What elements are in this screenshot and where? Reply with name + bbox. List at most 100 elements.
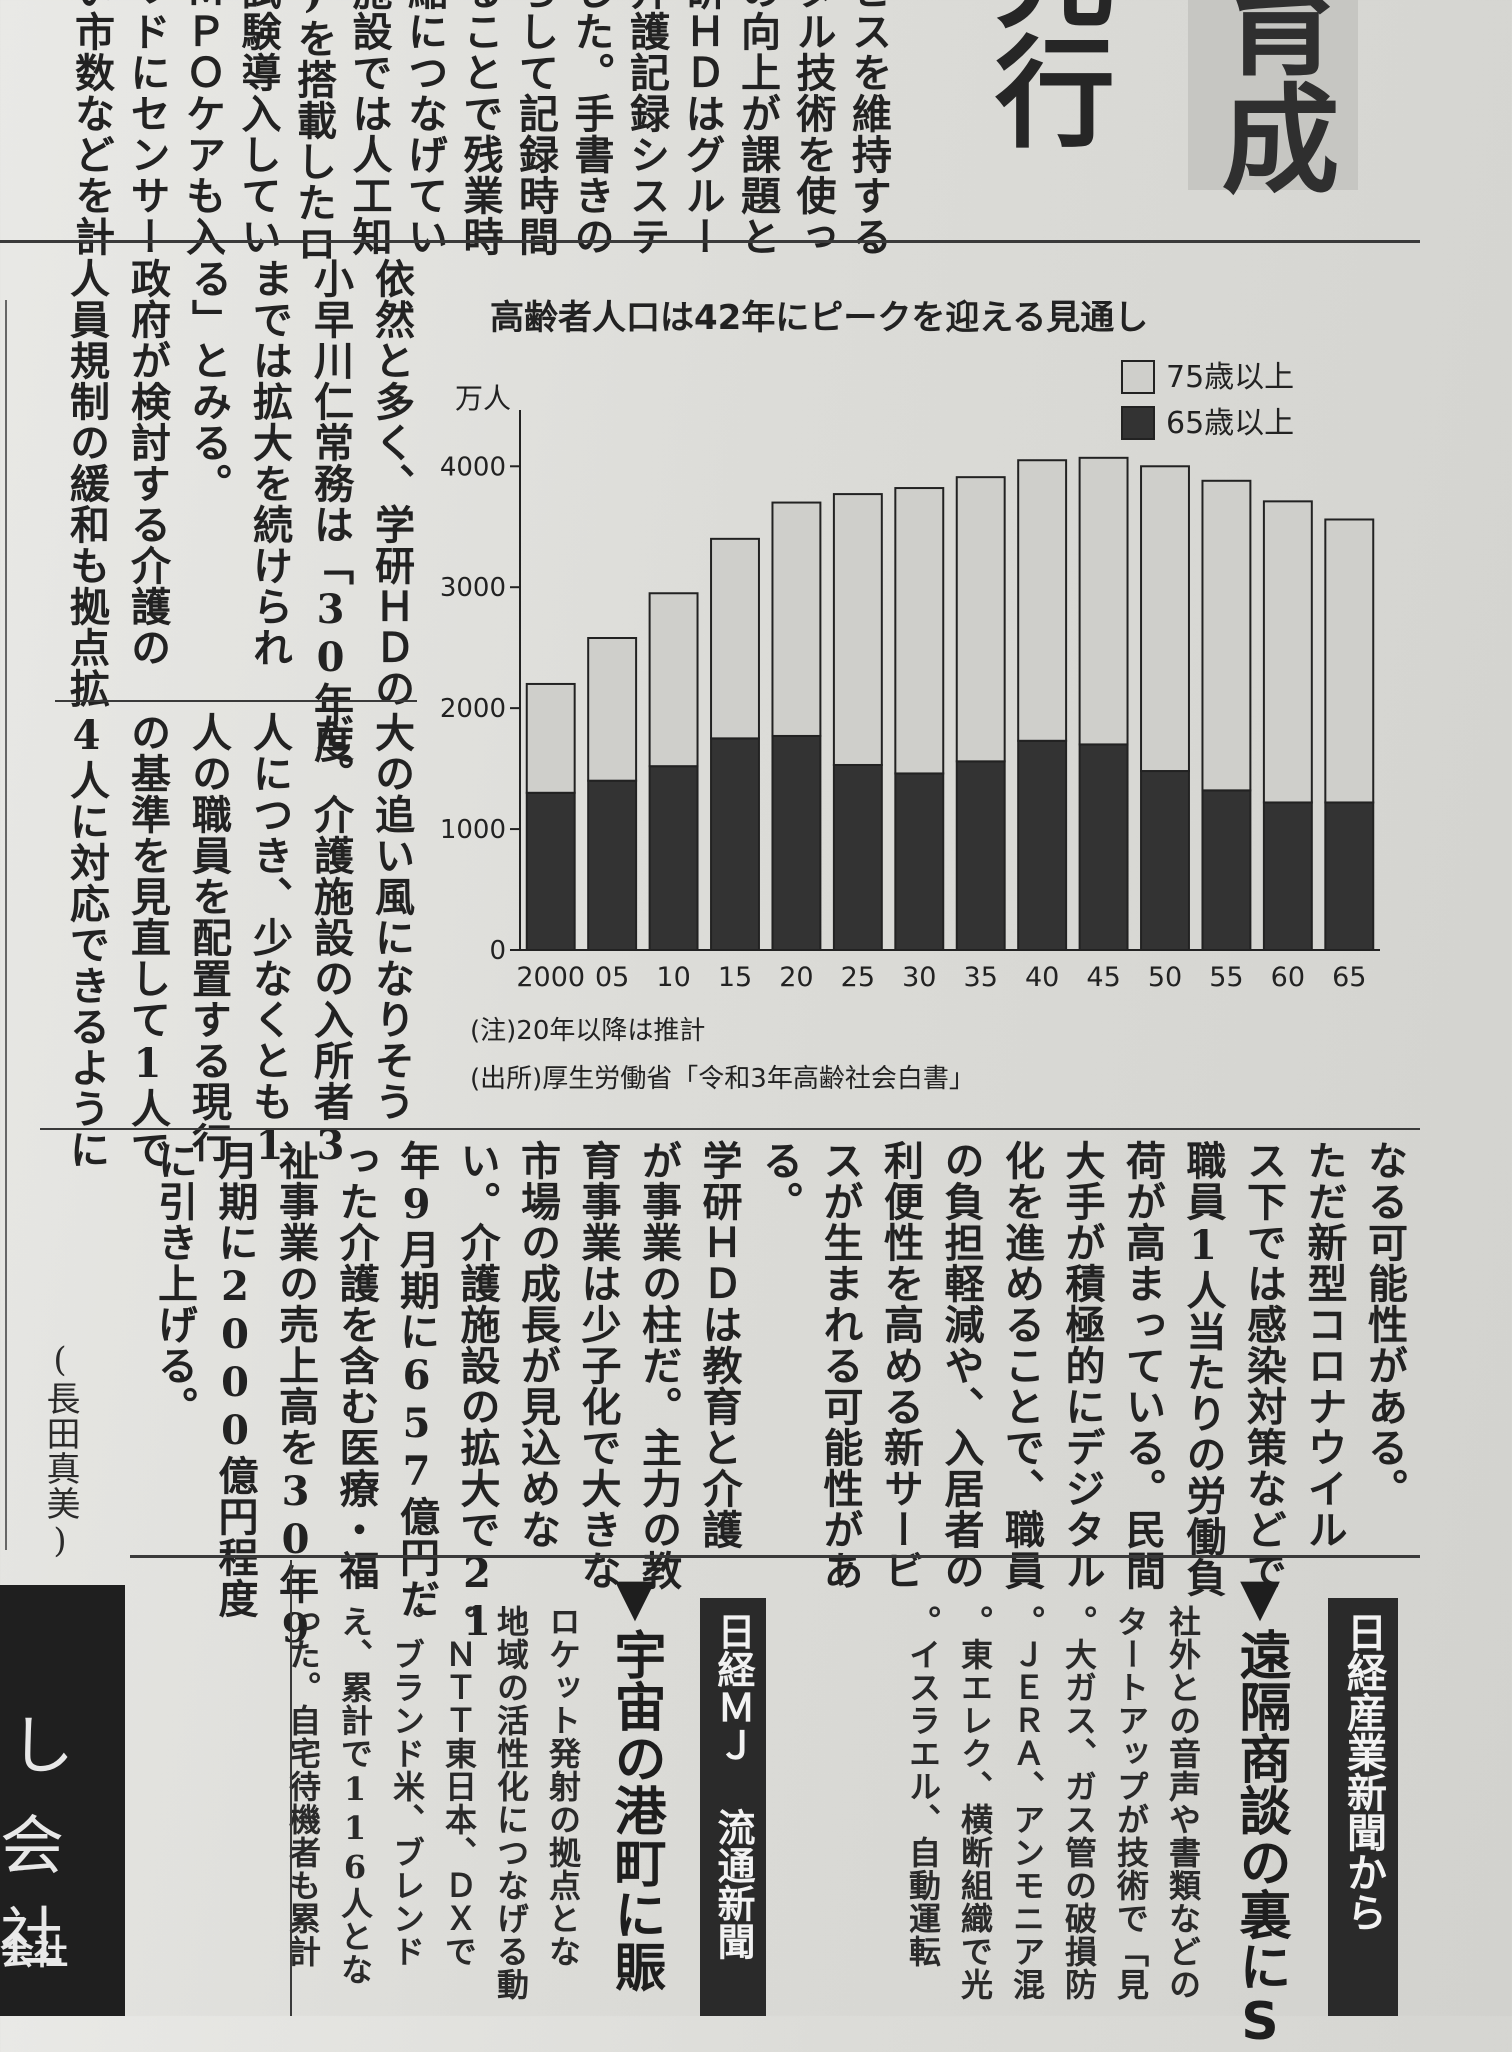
- x-tick-label-05: 05: [595, 962, 629, 993]
- x-tick-label-25: 25: [841, 962, 875, 993]
- nikkei-sangyo-item-3: 。大ガス、ガス管の破損防: [1060, 1605, 1098, 2001]
- y-tick-label-0: 0: [489, 936, 506, 966]
- x-tick-label-40: 40: [1025, 962, 1059, 993]
- chart-plot: 万人 0 1000 2000 3000 4000 2000 05 10 15 20 25 30 35 40 4…: [440, 360, 1380, 993]
- nikkei-mj-item-6: った。自宅待機者も累計: [284, 1605, 322, 1968]
- nikkei-mj-banner: 日経ＭＪ 流通新聞: [700, 1598, 766, 2016]
- bottom-column-12: 学研ＨＤは教育と介護: [695, 1140, 743, 1550]
- middle-lower-column-2: だ。介護施設の入所者3: [307, 712, 354, 1170]
- bottom-column-1: なる可能性がある。: [1361, 1140, 1408, 1509]
- bottom-column-16: い。介護施設の拡大で21: [453, 1140, 501, 1646]
- middle-lower-column-1: 大の追い風になりそう: [368, 712, 415, 1122]
- bottom-column-21: に引き上げる。: [151, 1140, 198, 1427]
- bottom-column-10: スが生まれる可能性があ: [816, 1140, 864, 1591]
- nikkei-sangyo-item-6: 。イスラエル、自動運転: [904, 1605, 942, 1968]
- rule-under-chart: [40, 1128, 1420, 1130]
- legend-swatch-65: [1121, 406, 1155, 440]
- bar-75-40: [1017, 459, 1068, 742]
- middle-column-3: までは拡大を続けられ: [246, 258, 293, 668]
- byline: (長田真美): [40, 1340, 80, 1562]
- top-column-6: した。手書きの: [567, 0, 615, 257]
- bottom-column-11: る。: [756, 1140, 803, 1222]
- bar-65-10: [648, 765, 699, 951]
- nikkei-mj-headline[interactable]: ▼宇宙の港町に賑: [605, 1568, 665, 1992]
- bottom-column-20: 月期に2000億円程度: [211, 1140, 259, 1619]
- rule-left-margin: [5, 300, 7, 1550]
- bottom-column-19: 祉事業の売上高を30年9: [272, 1140, 319, 1653]
- y-tick-label-1000: 1000: [440, 815, 506, 845]
- nikkei-sangyo-banner: 日経産業新聞から: [1328, 1598, 1398, 2016]
- legend-swatch-75: [1121, 360, 1155, 394]
- nikkei-mj-item-1: ロケット発射の拠点とな: [544, 1605, 582, 1968]
- nikkei-sangyo-item-5: 。東エレク、横断組織で光: [956, 1605, 994, 2001]
- bar-75-05: [587, 637, 638, 782]
- middle-column-5: 政府が検討する介護の: [124, 258, 171, 668]
- population-chart: 高齢者人口は42年にピークを迎える見通し 万人 0 1000 2000 3000 4000…: [430, 270, 1410, 1120]
- left-advertisement: し 会社 会社: [0, 1585, 125, 2016]
- bottom-column-15: 市場の成長が見込めな: [514, 1140, 561, 1550]
- rule-top: [0, 240, 1420, 243]
- bottom-column-3: ス下では感染対策などで: [1240, 1140, 1287, 1591]
- middle-column-1: 依然と多く、学研ＨＤの: [368, 258, 415, 709]
- nikkei-mj-item-5: え、累計で116人とな: [336, 1605, 374, 1986]
- nikkei-sangyo-item-1: 社外との音声や書類などの: [1164, 1605, 1202, 2001]
- bar-75-65: [1324, 518, 1375, 804]
- nikkei-mj-item-3: 。ＮＴＴ東日本、ＤＸで: [440, 1605, 478, 1968]
- headline-fragment-second: 先行: [974, 0, 1113, 150]
- y-unit-label: 万人: [455, 382, 511, 415]
- bar-75-25: [832, 493, 883, 766]
- top-column-10: 施設では人工知: [345, 0, 393, 257]
- top-column-8: ることで残業時: [456, 0, 504, 257]
- y-tick-label-3000: 3000: [440, 573, 506, 603]
- bar-65-40: [1017, 739, 1068, 952]
- x-tick-label-20: 20: [779, 962, 813, 993]
- bottom-column-9: 利便性を高める新サービ: [877, 1140, 924, 1591]
- legend-label-65: 65歳以上: [1166, 406, 1294, 441]
- bottom-column-13: が事業の柱だ。主力の教: [635, 1140, 682, 1591]
- bar-65-35: [955, 760, 1006, 952]
- chart-note: (注)20年以降は推計: [470, 1016, 706, 1046]
- top-column-12: 試験導入してい: [234, 0, 282, 257]
- rule-mj-left: [290, 1560, 292, 2016]
- legend-label-75: 75歳以上: [1166, 360, 1294, 395]
- middle-lower-column-4: 人の職員を配置する現行: [185, 712, 232, 1163]
- top-column-9: 縮につなげてい: [401, 0, 448, 257]
- bottom-column-5: 荷が高まっている。民間: [1119, 1140, 1166, 1591]
- ad-text-2: 会社: [0, 1810, 64, 1976]
- ad-text-3: 会社: [0, 1933, 68, 1973]
- bar-65-65: [1324, 801, 1375, 951]
- x-tick-label-15: 15: [718, 962, 752, 993]
- middle-lower-column-3: 人につき、少なくとも1: [246, 712, 293, 1170]
- nikkei-sangyo-item-2: タートアップが技術で「見: [1112, 1605, 1150, 2001]
- x-tick-label-65: 65: [1332, 962, 1366, 993]
- nikkei-mj-item-4: 。ブランド米、ブレンド: [388, 1605, 426, 1968]
- top-column-11: )を搭載したロ: [290, 0, 337, 264]
- x-tick-label-45: 45: [1086, 962, 1120, 993]
- bar-75-10: [648, 592, 699, 768]
- bar-75-50: [1140, 465, 1190, 773]
- headline-fragment-top: 育成: [1201, 0, 1339, 196]
- middle-column-4: る」とみる。: [185, 258, 232, 504]
- bar-65-45: [1078, 743, 1129, 951]
- top-column-2: タル技術を使っ: [789, 0, 837, 257]
- top-column-4: 研ＨＤはグルー: [678, 0, 726, 257]
- middle-column-2: 小早川仁常務は「30年度: [307, 258, 354, 764]
- bottom-column-14: 育事業は少子化で大きな: [574, 1140, 622, 1591]
- chart-title: 高齢者人口は42年にピークを迎える見通し: [490, 298, 1149, 338]
- x-tick-label-10: 10: [656, 962, 690, 993]
- x-tick-label-50: 50: [1148, 962, 1182, 993]
- nikkei-mj-item-2: 地域の活性化につなげる動: [492, 1605, 530, 2001]
- top-column-3: の向上が課題と: [734, 0, 781, 257]
- bar-65-15: [710, 737, 760, 952]
- x-tick-label-60: 60: [1271, 962, 1305, 993]
- bar-65-25: [832, 763, 883, 951]
- x-tick-label-35: 35: [964, 962, 998, 993]
- middle-lower-column-6: 4人に対応できるように: [63, 712, 110, 1170]
- bottom-column-17: 年9月期に657億円だ: [393, 1140, 440, 1619]
- bar-75-20: [771, 501, 822, 737]
- bottom-column-7: 化を進めることで、職員: [998, 1140, 1045, 1591]
- bar-65-30: [894, 772, 945, 951]
- bottom-column-2: ただ新型コロナウイル: [1300, 1140, 1348, 1550]
- nikkei-sangyo-headline[interactable]: ▼遠隔商談の裏にS: [1230, 1568, 1290, 2052]
- middle-lower-column-5: の基準を見直して1人で: [124, 712, 171, 1170]
